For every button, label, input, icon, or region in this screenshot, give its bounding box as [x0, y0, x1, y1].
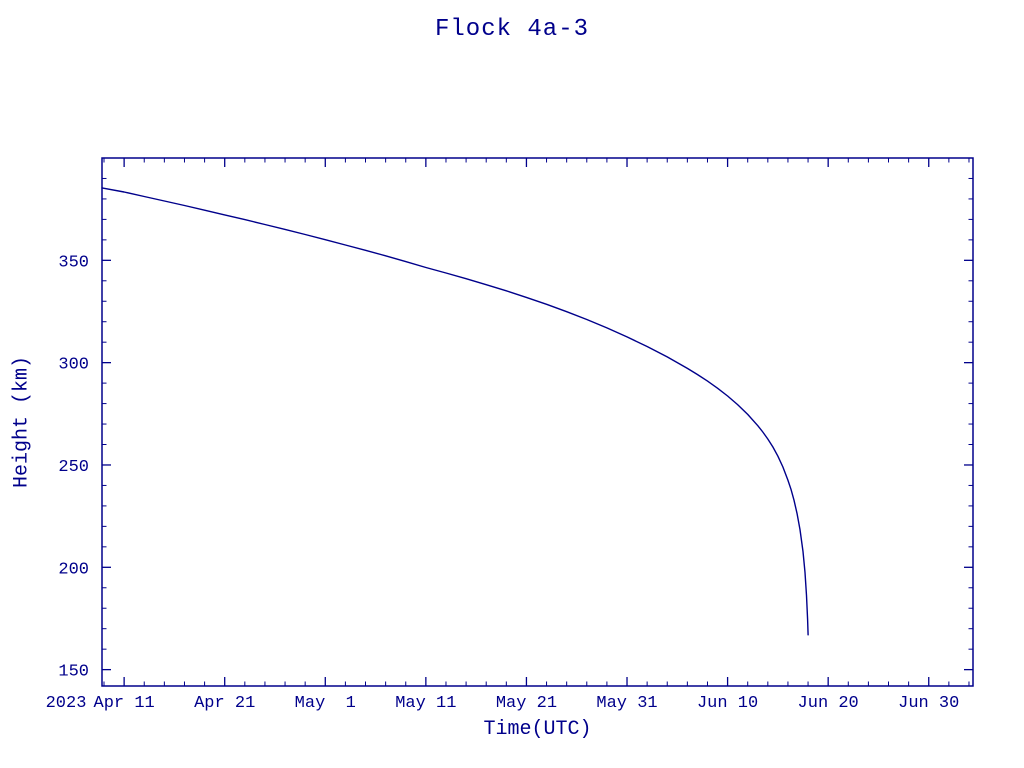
- x-tick-label: Apr 21: [194, 694, 255, 713]
- y-tick-label: 350: [58, 253, 89, 272]
- chart-title: Flock 4a-3: [434, 16, 590, 43]
- x-axis-label: Time(UTC): [483, 718, 592, 741]
- x-tick-label: May 1: [295, 694, 356, 713]
- y-tick-label: 150: [58, 663, 89, 682]
- x-tick-label: May 31: [596, 694, 657, 713]
- x-tick-label: Apr 11: [94, 694, 155, 713]
- x-tick-label: Jun 30: [898, 694, 959, 713]
- decay-curve: [101, 187, 809, 636]
- y-tick-label: 250: [58, 458, 89, 477]
- y-tick-label: 200: [58, 560, 89, 579]
- x-tick-label: Jun 20: [798, 694, 859, 713]
- x-tick-label: May 21: [496, 694, 557, 713]
- x-axis-year-label: 2023: [46, 694, 87, 713]
- plot-frame: [101, 157, 974, 687]
- x-tick-label: Jun 10: [697, 694, 758, 713]
- y-tick-label: 300: [58, 356, 89, 375]
- x-tick-label: May 11: [395, 694, 456, 713]
